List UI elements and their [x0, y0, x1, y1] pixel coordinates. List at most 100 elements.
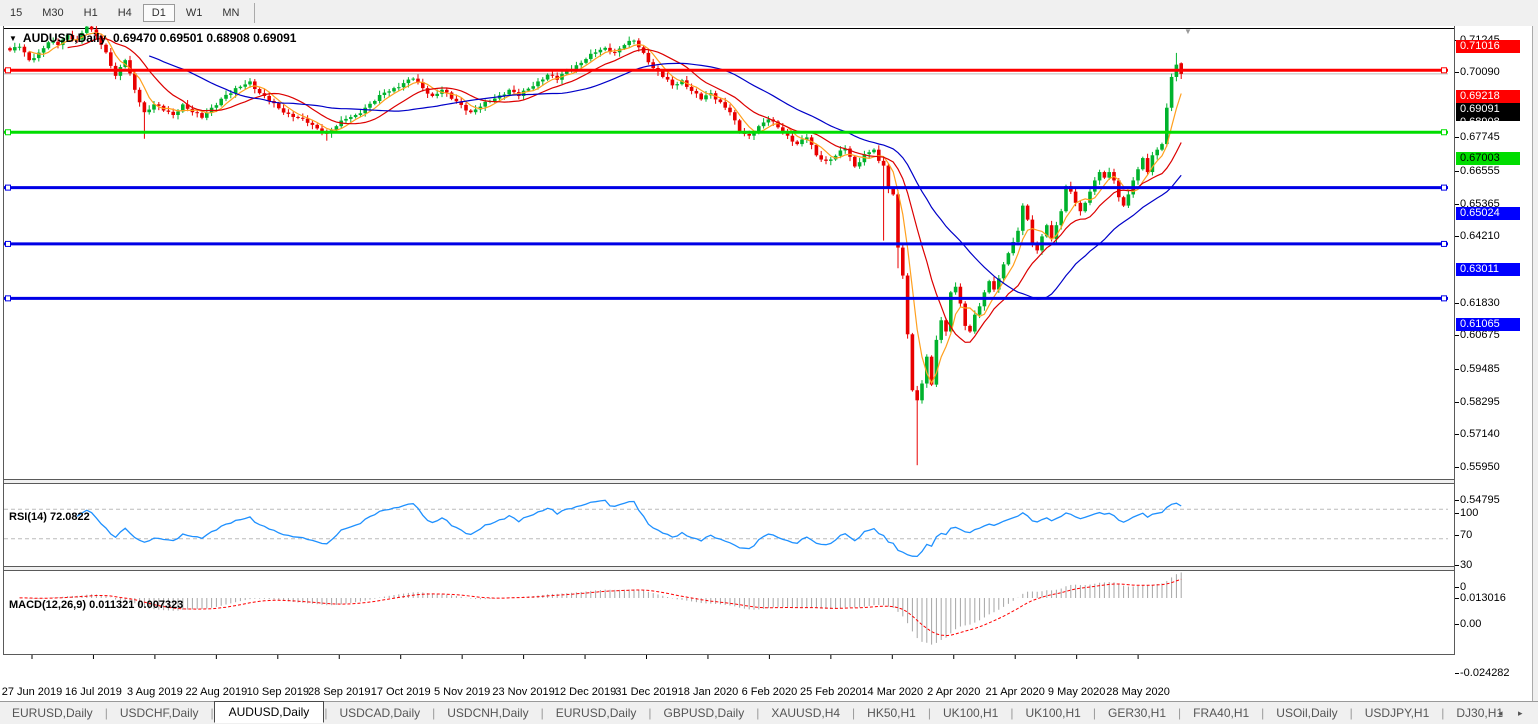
tab-gbpusd-daily[interactable]: GBPUSD,Daily: [663, 706, 745, 720]
macd-indicator-label: MACD(12,26,9) 0.011321 0.007323: [9, 599, 183, 611]
macd-tick-label: 0.013016: [1455, 591, 1506, 604]
tab-fra40-h1[interactable]: FRA40,H1: [1193, 706, 1250, 720]
tab-separator: |: [1010, 706, 1014, 720]
tabs-scroll-right-icon[interactable]: ▸: [1518, 708, 1523, 718]
timeframe-button-w1[interactable]: W1: [185, 7, 203, 19]
date-tick-label: 22 Aug 2019: [185, 686, 248, 698]
rsi-tick-label: 30: [1454, 558, 1473, 571]
rsi-tick-label: 70: [1454, 529, 1473, 542]
chart-shift-marker-icon[interactable]: ▼: [1184, 27, 1192, 36]
chart-window: ▼ AUDUSD,Daily 0.69470 0.69501 0.68908 0.…: [0, 26, 1538, 702]
chart-title-bar: ▼ AUDUSD,Daily 0.69470 0.69501 0.68908 0.…: [9, 31, 296, 45]
tab-separator: |: [927, 706, 931, 720]
symbol-tabbar: EURUSD,Daily | USDCHF,Daily | AUDUSD,Daily | U…: [0, 701, 1538, 724]
timeframe-button-h1[interactable]: H1: [83, 7, 98, 19]
date-tick-label: 14 Mar 2020: [861, 686, 924, 698]
tab-usdchf-daily[interactable]: USDCHF,Daily: [119, 706, 199, 720]
date-tick-label: 21 Apr 2020: [985, 686, 1045, 698]
tab-separator: |: [648, 706, 652, 720]
date-tick-label: 25 Feb 2020: [799, 686, 862, 698]
tab-usdcnh-daily[interactable]: USDCNH,Daily: [447, 706, 529, 720]
price-tick-label: 0.66555: [1455, 164, 1500, 177]
date-tick-label: 23 Nov 2019: [492, 686, 555, 698]
rsi-value: 72.0822: [49, 511, 90, 523]
tab-separator: |: [104, 706, 108, 720]
date-tick-label: 28 May 2020: [1106, 686, 1170, 698]
tab-xauusd-h4[interactable]: XAUUSD,H4: [771, 706, 841, 720]
price-badge: 0.69091: [1456, 102, 1520, 116]
tab-separator: |: [324, 706, 328, 720]
date-tick-label: 2 Apr 2020: [927, 686, 981, 698]
date-tick-label: 12 Dec 2019: [553, 686, 617, 698]
tab-dj30-h1[interactable]: DJ30,H1: [1456, 706, 1504, 720]
tab-separator: |: [1349, 706, 1353, 720]
date-tick-label: 10 Sep 2019: [246, 686, 309, 698]
timeframe-button-m30[interactable]: M30: [42, 7, 64, 19]
date-tick-label: 16 Jul 2019: [64, 686, 122, 698]
date-axis[interactable]: 27 Jun 2019 16 Jul 2019 3 Aug 2019 22 Aug 2…: [0, 681, 1456, 702]
price-badge: 0.61065: [1456, 317, 1520, 331]
tab-separator: |: [1092, 706, 1096, 720]
tab-separator: |: [1178, 706, 1182, 720]
rsi-name: RSI(14): [9, 511, 47, 523]
date-tick-label: 3 Aug 2019: [127, 686, 183, 698]
price-tick-label: 0.59485: [1455, 362, 1500, 375]
timeframe-button-h4[interactable]: H4: [117, 7, 132, 19]
price-tick-label: 0.55950: [1455, 461, 1500, 474]
tab-hk50-h1[interactable]: HK50,H1: [867, 706, 916, 720]
tab-eurusd-daily[interactable]: EURUSD,Daily: [555, 706, 637, 720]
chevron-down-icon[interactable]: ▼: [9, 34, 17, 43]
price-tick-label: 0.54795: [1455, 493, 1500, 506]
tab-separator: |: [1261, 706, 1265, 720]
price-tick-label: 0.57140: [1455, 428, 1500, 441]
tab-uk100-h1[interactable]: UK100,H1: [1025, 706, 1081, 720]
window-right-border: [1532, 26, 1538, 702]
price-tick-label: 0.70090: [1455, 65, 1500, 78]
tab-ger30-h1[interactable]: GER30,H1: [1107, 706, 1167, 720]
price-tick-label: 0.60675: [1455, 329, 1500, 342]
tab-audusd-daily[interactable]: AUDUSD,Daily: [213, 701, 325, 723]
date-tick-label: 5 Nov 2019: [434, 686, 491, 698]
macd-tick-label: -0.024282: [1455, 667, 1510, 680]
macd-values: 0.011321 0.007323: [89, 599, 184, 611]
date-tick-label: 28 Sep 2019: [308, 686, 371, 698]
tab-usdjpy-h1[interactable]: USDJPY,H1: [1364, 706, 1430, 720]
tab-separator: |: [756, 706, 760, 720]
price-tick-label: 0.61830: [1455, 296, 1500, 309]
chart-ohlc-values: 0.69470 0.69501 0.68908 0.69091: [112, 31, 297, 45]
price-badge: 0.68908: [1456, 115, 1520, 121]
tab-usdcad-daily[interactable]: USDCAD,Daily: [339, 706, 421, 720]
date-tick-label: 6 Feb 2020: [741, 686, 798, 698]
price-chart-canvas[interactable]: [0, 26, 1456, 713]
timeframe-button-d1[interactable]: D1: [142, 4, 175, 22]
timeframe-toolbar: 15 M30 H1 H4 D1 W1 MN: [0, 0, 1538, 27]
macd-tick-label: 0.00: [1454, 618, 1482, 630]
date-tick-label: 17 Oct 2019: [370, 686, 431, 698]
date-tick-label: 27 Jun 2019: [1, 686, 63, 698]
tab-separator: |: [432, 706, 436, 720]
price-badge: 0.67003: [1456, 151, 1520, 165]
price-badge: 0.63011: [1456, 263, 1520, 277]
price-axis[interactable]: 0.712450.700900.677450.665550.653650.642…: [1454, 26, 1532, 702]
rsi-indicator-label: RSI(14) 72.0822: [9, 511, 90, 523]
tabs-scroll-left-icon[interactable]: ◂: [1498, 708, 1503, 718]
price-badge: 0.69218: [1456, 89, 1520, 103]
timeframe-button-15[interactable]: 15: [10, 7, 23, 19]
tab-separator: |: [852, 706, 856, 720]
rsi-tick-label: 100: [1454, 507, 1479, 519]
tab-eurusd-daily[interactable]: EURUSD,Daily: [12, 706, 93, 720]
price-tick-label: 0.65365: [1455, 198, 1500, 211]
tab-usoil-daily[interactable]: USOil,Daily: [1276, 706, 1338, 720]
price-badge: 0.65024: [1456, 207, 1520, 221]
date-tick-label: 31 Dec 2019: [615, 686, 678, 698]
tab-uk100-h1[interactable]: UK100,H1: [942, 706, 999, 720]
timeframe-button-mn[interactable]: MN: [222, 7, 240, 19]
tab-separator: |: [540, 706, 544, 720]
price-tick-label: 0.64210: [1455, 230, 1500, 243]
rsi-tick-label: 0: [1454, 581, 1467, 593]
macd-name: MACD(12,26,9): [9, 599, 87, 611]
price-badge: 0.71016: [1456, 39, 1520, 53]
tab-separator: |: [210, 706, 214, 720]
price-tick-label: 0.67745: [1455, 131, 1500, 144]
